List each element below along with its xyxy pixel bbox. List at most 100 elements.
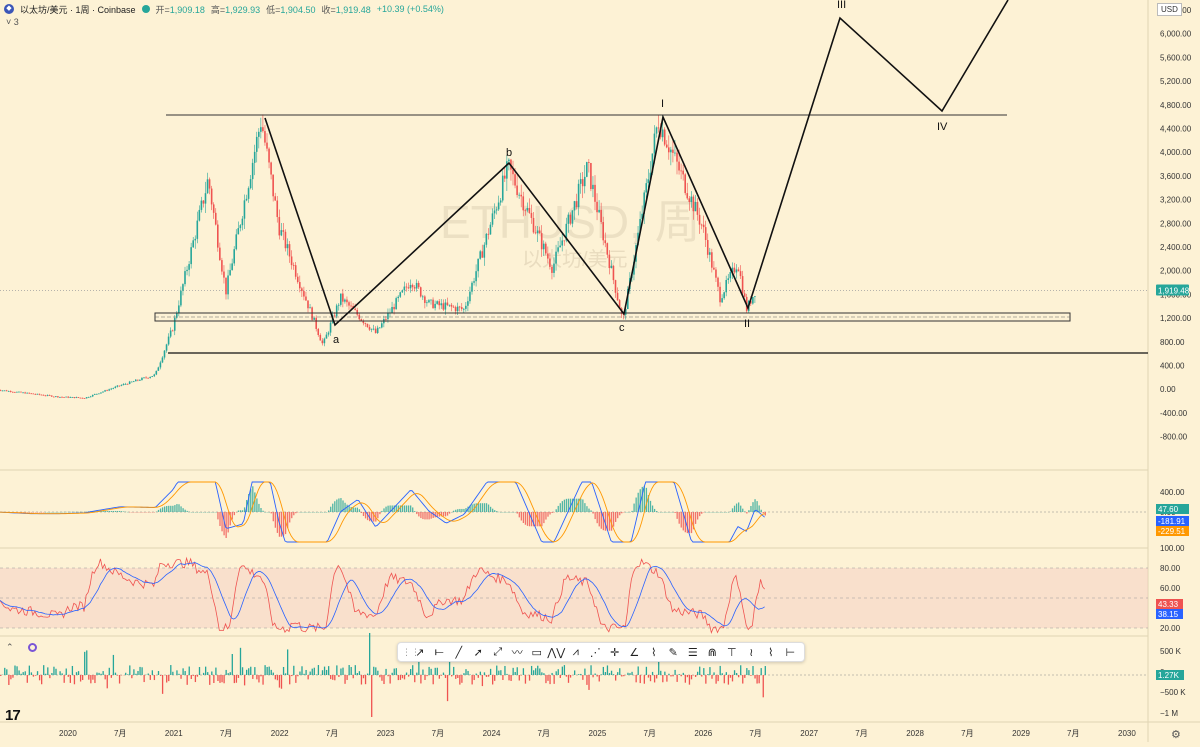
volume-bar [605,672,606,675]
macd-histogram-bar [519,512,520,517]
macd-histogram-bar [162,507,163,512]
volume-bar [219,675,220,683]
collapse-indicators-button[interactable]: ˅ 3 [6,17,19,27]
time-tick-label: 7月 [432,729,444,738]
macd-histogram-bar [262,511,263,512]
macd-histogram-bar [426,512,427,519]
candle-body [43,395,45,396]
candle-body [453,307,455,308]
candle-body [276,201,278,218]
macd-histogram-bar [387,506,388,512]
abcd-icon[interactable]: ⩘ [566,643,586,661]
candle-body [656,127,658,133]
line-icon[interactable]: ╱ [449,643,469,661]
candle-body [475,271,477,281]
ray-icon[interactable]: ⤢ [488,643,508,661]
candle-body [297,277,299,282]
volume-bar [289,675,290,684]
volume-bar [689,675,690,685]
volume-bar [381,675,382,681]
candle-body [61,397,63,398]
crosshair-icon[interactable]: ✛ [605,643,625,661]
macd-histogram-bar [455,510,456,512]
time-tick-label: 2025 [589,729,607,738]
time-tick-label: 7月 [220,729,232,738]
candle-body [221,260,223,271]
head-shoulders-icon[interactable]: ⋒ [703,643,723,661]
last-price-label: 1,919.48 [1158,287,1190,296]
elliott-wave-icon[interactable]: ≀ [742,643,762,661]
candle-body [24,392,26,393]
volume-bar [570,675,571,678]
brush-icon[interactable]: ✎ [664,643,684,661]
candle-body [586,162,588,177]
candle-body [752,297,754,304]
candle-body [125,384,127,385]
parallel-channel-icon[interactable]: ☰ [683,643,703,661]
candle-body [674,153,676,154]
macd-histogram-bar [123,511,124,512]
time-tick-label: 2028 [906,729,924,738]
volume-bar [312,669,313,675]
macd-histogram-bar [521,512,522,521]
macd-histogram-bar [115,511,116,512]
anchored-text-icon[interactable]: ⊤ [722,643,742,661]
xabcd-icon[interactable]: ⋀⋁ [547,643,567,661]
polyline-icon[interactable]: ⌇ [761,643,781,661]
symbol-title[interactable]: 以太坊/美元 · 1周 · Coinbase [20,3,136,16]
volume-bar [482,675,483,686]
macd-histogram-bar [334,501,335,512]
candle-body [106,390,108,391]
macd-histogram-bar [424,512,425,519]
horizontal-ray-icon[interactable]: ⟝ [430,643,450,661]
candle-body [393,307,395,309]
candle-body [424,296,426,303]
candle-body [39,394,41,395]
macd-histogram-bar [275,512,276,528]
angle-icon[interactable]: ∠ [625,643,645,661]
volume-bar [271,670,272,675]
gear-icon[interactable]: ⚙ [1171,728,1181,741]
arrow-icon[interactable]: ➚ [469,643,489,661]
drag-handle-icon[interactable]: ⋮⋮ [402,647,410,658]
candle-body [514,174,516,185]
candle-body [190,247,192,264]
three-drives-icon[interactable]: ⋰ [586,643,606,661]
path-icon[interactable]: 〰 [508,643,528,661]
trend-line-icon[interactable]: ↗ [410,643,430,661]
macd-histogram-bar [170,506,171,512]
volume-bar [656,675,657,678]
volume-bar [396,668,397,675]
volume-bar [566,675,567,677]
volume-bar [152,670,153,675]
volume-bar [759,675,760,683]
candle-body [432,300,434,309]
candle-body [658,127,660,128]
volume-bar [414,675,415,682]
volume-bar [355,665,356,675]
candle-body [112,388,114,389]
tradingview-logo[interactable]: 17 [5,707,20,724]
volume-bar [346,675,347,680]
candle-body [705,227,707,240]
macd-histogram-bar [679,512,680,524]
macd-histogram-bar [558,506,559,512]
volume-bar [301,666,302,675]
volume-bar [599,675,600,681]
fib-icon[interactable]: ⌇ [644,643,664,661]
volume-bar [76,672,77,675]
currency-selector[interactable]: USD [1157,3,1182,16]
macd-histogram-bar [750,506,751,512]
macd-histogram-bar [180,506,181,512]
macd-histogram-bar [117,511,118,512]
macd-histogram-bar [765,512,766,515]
rectangle-icon[interactable]: ▭ [527,643,547,661]
macd-histogram-bar [281,512,282,537]
volume-bar [480,672,481,675]
candle-body [127,384,129,385]
date-range-icon[interactable]: ⊢ [781,643,801,661]
chevron-up-icon[interactable]: ⌃ [6,642,14,653]
candle-body [53,397,55,398]
